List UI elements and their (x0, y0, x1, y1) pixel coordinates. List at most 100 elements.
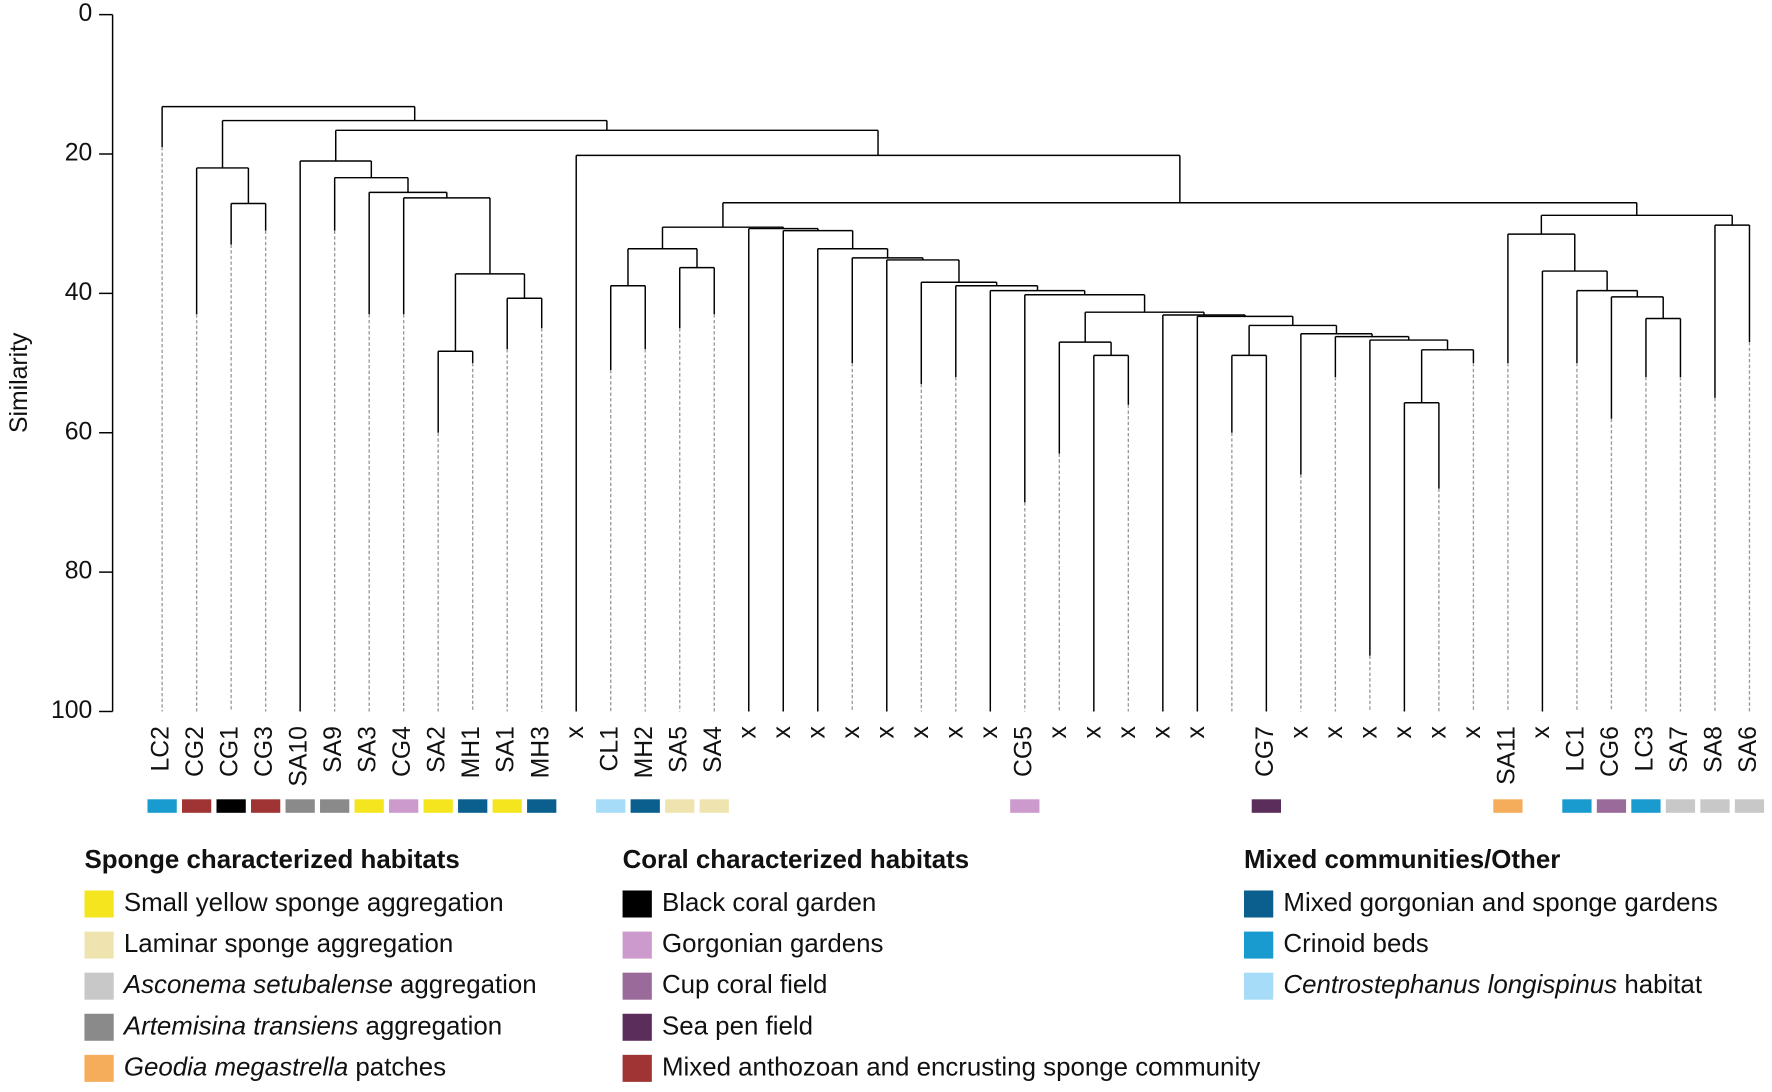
habitat-swatch (251, 799, 281, 813)
habitat-swatch (665, 799, 695, 813)
habitat-swatch (354, 799, 384, 813)
legend-label: Cup coral field (662, 971, 827, 999)
leaf-label: LC1 (1562, 726, 1589, 771)
leaf-label: x (1459, 725, 1486, 738)
legend-label-part: Gorgonian gardens (662, 930, 884, 958)
leaf-label: SA4 (700, 726, 727, 773)
leaf-label: SA11 (1493, 726, 1520, 785)
leaf-label: CG3 (251, 726, 278, 777)
leaf-label: SA7 (1666, 726, 1693, 773)
leaf-label: x (1114, 725, 1141, 738)
habitat-swatch (320, 799, 350, 813)
y-tick-label: 60 (65, 418, 93, 445)
leaf-label: x (838, 725, 865, 738)
leaf-label: x (1045, 725, 1072, 738)
leaf-label: x (1355, 725, 1382, 738)
legend-label: Centrostephanus longispinus habitat (1283, 971, 1702, 999)
leaf-label: x (1286, 725, 1313, 738)
legend-label: Small yellow sponge aggregation (124, 889, 504, 917)
legend-swatch (84, 1054, 114, 1082)
habitat-swatch (216, 799, 246, 813)
legend-swatch (622, 972, 652, 1000)
y-tick-label: 100 (51, 697, 92, 724)
legend-label-part: Laminar sponge aggregation (124, 930, 453, 958)
leaf-label: CG6 (1597, 726, 1624, 777)
legend-label-part: Centrostephanus longispinus (1283, 971, 1617, 999)
legend-swatch (622, 1054, 652, 1082)
legend-swatch (84, 1013, 114, 1041)
leaf-label: x (907, 725, 934, 738)
legend-label-part: Asconema setubalense (122, 971, 393, 999)
legend-label-part: aggregation (393, 971, 537, 999)
legend-label-part: Small yellow sponge aggregation (124, 889, 504, 917)
leaf-label: CL1 (596, 726, 623, 771)
leaf-label: SA8 (1701, 726, 1728, 773)
leaf-label: x (769, 725, 796, 738)
leaf-label: LC2 (148, 726, 175, 771)
legend-swatch (622, 890, 652, 918)
legend-swatch (84, 890, 114, 918)
habitat-swatch (492, 799, 522, 813)
legend-label: Geodia megastrella patches (124, 1053, 446, 1081)
legend-label-part: Sea pen field (662, 1012, 813, 1040)
leaf-label: MH2 (631, 726, 658, 778)
legend-label-part: Geodia megastrella (124, 1053, 348, 1081)
legend-label: Mixed anthozoan and encrusting sponge co… (662, 1053, 1260, 1081)
habitat-swatch (1493, 799, 1523, 813)
legend-label: Black coral garden (662, 889, 876, 917)
legend-label: Gorgonian gardens (662, 930, 884, 958)
legend-swatch (622, 1013, 652, 1041)
leaf-label: CG2 (182, 726, 209, 777)
leaf-label: MH3 (527, 726, 554, 778)
legend-swatch (1243, 931, 1274, 959)
habitat-swatch (596, 799, 626, 813)
legend-label: Laminar sponge aggregation (124, 930, 453, 958)
habitat-swatch (458, 799, 488, 813)
habitat-swatch (147, 799, 177, 813)
leaf-label: x (1148, 725, 1175, 738)
leaf-label: CG4 (389, 726, 416, 777)
legend-swatch (1243, 972, 1274, 1000)
y-tick-label: 20 (65, 140, 93, 167)
habitat-swatch (1700, 799, 1730, 813)
leaf-label: x (1183, 725, 1210, 738)
leaf-label: x (734, 725, 761, 738)
leaf-label: MH1 (458, 726, 485, 778)
habitat-swatch (1596, 799, 1627, 813)
habitat-swatch (527, 799, 557, 813)
legend-label-part: habitat (1617, 971, 1702, 999)
leaf-label: x (1424, 725, 1451, 738)
legend-swatch (622, 931, 652, 959)
leaf-label: SA2 (424, 726, 451, 773)
legend-group-title: Coral characterized habitats (623, 846, 970, 874)
legend-swatch (84, 931, 114, 959)
legend-swatch (84, 972, 114, 1000)
habitat-swatch (1734, 799, 1765, 813)
leaf-label: x (941, 725, 968, 738)
leaf-label: SA10 (286, 726, 313, 787)
leaf-label: x (1321, 725, 1348, 738)
y-tick-label: 40 (65, 279, 93, 306)
leaf-label: CG1 (217, 726, 244, 777)
legend-label: Mixed gorgonian and sponge gardens (1283, 889, 1717, 917)
habitat-swatch (1631, 799, 1661, 813)
legend-label-part: Cup coral field (662, 971, 827, 999)
habitat-swatch (1010, 799, 1040, 813)
leaf-label: CG7 (1252, 726, 1279, 777)
legend-group-title: Sponge characterized habitats (84, 846, 459, 874)
legend-label: Sea pen field (662, 1012, 813, 1040)
legend-label-part: Artemisina transiens (122, 1012, 358, 1040)
leaf-label: SA3 (355, 726, 382, 773)
legend-swatch (1243, 890, 1274, 918)
legend-group-title: Mixed communities/Other (1244, 846, 1560, 874)
habitat-swatch (1562, 799, 1592, 813)
leaf-label: x (1079, 725, 1106, 738)
legend-label: Asconema setubalense aggregation (122, 971, 537, 999)
y-tick-label: 0 (79, 0, 93, 27)
leaf-label: CG5 (1010, 726, 1037, 777)
leaf-label: LC3 (1631, 726, 1658, 771)
habitat-swatch (182, 799, 212, 813)
legend-label-part: aggregation (358, 1012, 502, 1040)
legend-label-part: Mixed gorgonian and sponge gardens (1283, 889, 1717, 917)
